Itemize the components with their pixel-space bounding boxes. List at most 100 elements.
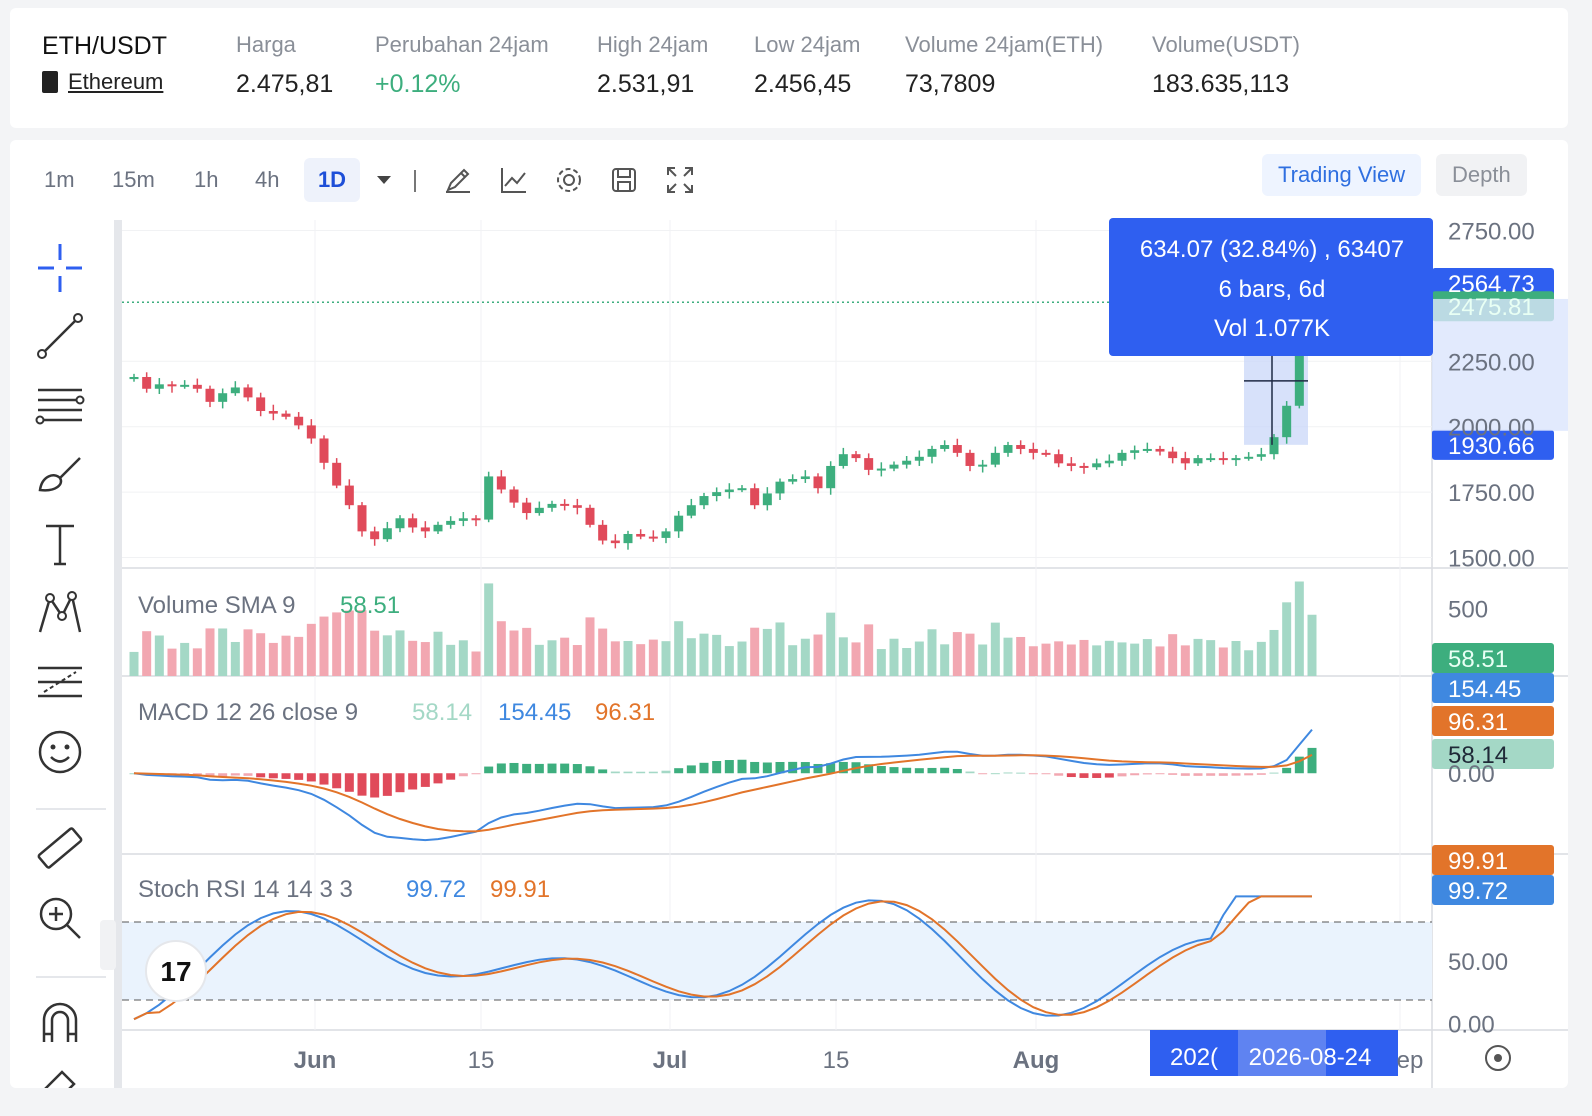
candle-body	[838, 454, 848, 466]
volume-bar	[927, 629, 937, 676]
chevron-down-icon[interactable]	[368, 164, 400, 196]
candle-body	[889, 464, 899, 469]
pattern-icon[interactable]	[32, 586, 88, 642]
volume-bar	[522, 627, 532, 676]
chart-canvas[interactable]: Volume SMA 9 58.51 MACD 12 26 close 9 58…	[10, 140, 1568, 1088]
pencil-icon[interactable]	[442, 164, 474, 196]
stat-volume-eth: Volume 24jam(ETH) 73,7809	[905, 32, 1103, 99]
candle-body	[167, 384, 177, 387]
price-tick-label: 1500.00	[1448, 546, 1535, 573]
volume-bar	[1016, 636, 1026, 676]
volume-bar	[572, 645, 582, 676]
tradingview-logo	[145, 940, 207, 1002]
stat-label: Low 24jam	[754, 32, 861, 57]
macd-histogram-bar	[446, 773, 456, 780]
candle-body	[1256, 454, 1266, 457]
volume-legend-value: 58.51	[340, 592, 400, 619]
candle-body	[1041, 452, 1051, 455]
macd-histogram-bar	[610, 771, 620, 774]
volume-bar	[876, 649, 886, 676]
magnet-icon[interactable]	[32, 996, 88, 1052]
interval-4h[interactable]: 4h	[255, 167, 280, 192]
time-highlight-partial: 202(	[1170, 1044, 1218, 1071]
volume-bar	[433, 631, 443, 676]
candle-body	[661, 531, 671, 538]
interval-1h[interactable]: 1h	[194, 167, 219, 192]
candle-body	[775, 481, 785, 494]
price-tick-label: 1750.00	[1448, 480, 1535, 507]
volume-bar	[129, 651, 139, 676]
macd-histogram-bar	[306, 773, 316, 782]
save-icon[interactable]	[608, 164, 640, 196]
candle-body	[256, 397, 266, 412]
macd-histogram-bar	[1206, 773, 1216, 776]
volume-bar	[471, 651, 481, 676]
brush-icon[interactable]	[32, 446, 88, 502]
stat-label: High 24jam	[597, 32, 709, 57]
interval-15m[interactable]: 15m	[112, 167, 155, 192]
trend-line-icon[interactable]	[32, 308, 88, 364]
candle-body	[1193, 458, 1203, 464]
macd-histogram-bar	[218, 773, 228, 777]
volume-bar	[1028, 646, 1038, 676]
macd-line	[133, 728, 1313, 842]
settings-gear-icon[interactable]	[553, 164, 585, 196]
pair-block: ETH/USDT Ethereum	[42, 32, 167, 95]
volume-bar	[813, 634, 823, 676]
macd-histogram-bar	[509, 762, 519, 774]
macd-histogram-bar	[902, 767, 912, 774]
stat-value: 2.475,81	[236, 70, 334, 98]
macd-histogram-bar	[826, 763, 836, 774]
volume-bar	[1130, 643, 1140, 676]
macd-histogram-bar	[1142, 773, 1152, 775]
stat-value: 2.531,91	[597, 70, 695, 98]
macd-histogram-bar	[1130, 773, 1140, 776]
candle-body	[1244, 456, 1254, 459]
time-axis-label: Jul	[653, 1047, 688, 1074]
stat-volume-usdt: Volume(USDT) 183.635,113	[1152, 32, 1300, 99]
candle-body	[876, 468, 886, 471]
volume-bar	[319, 616, 329, 676]
text-icon[interactable]	[32, 516, 88, 572]
candle-body	[813, 476, 823, 489]
macd-histogram-bar	[978, 773, 988, 775]
emoji-icon[interactable]	[32, 724, 88, 780]
macd-histogram-bar	[1092, 773, 1102, 778]
candle-body	[1142, 448, 1152, 451]
candle-body	[142, 376, 152, 389]
candle-body	[965, 452, 975, 466]
interval-1d[interactable]: 1D	[304, 158, 360, 202]
interval-1m[interactable]: 1m	[44, 167, 75, 192]
volume-tag: 58.51	[1448, 646, 1508, 673]
volume-bar	[990, 622, 1000, 676]
candle-body	[205, 388, 215, 402]
macd-histogram-bar	[623, 771, 633, 774]
candle-body	[712, 492, 722, 497]
ruler-icon[interactable]	[32, 820, 88, 876]
fib-lines-icon[interactable]	[32, 378, 88, 434]
lock-icon[interactable]	[32, 1058, 88, 1088]
depth-button[interactable]: Depth	[1436, 154, 1527, 196]
macd-histogram-bar	[1218, 773, 1228, 776]
macd-histogram-bar	[395, 773, 405, 793]
volume-bar	[1054, 641, 1064, 676]
volume-bar	[167, 648, 177, 676]
trading-view-button[interactable]: Trading View	[1262, 154, 1422, 196]
volume-bar	[661, 641, 671, 676]
volume-bar	[737, 641, 747, 676]
candle-body	[1168, 451, 1178, 459]
zoom-in-icon[interactable]	[32, 890, 88, 946]
candle-body	[496, 476, 506, 490]
coin-name-link[interactable]: Ethereum	[68, 69, 164, 94]
volume-bar	[1117, 642, 1127, 676]
indicator-icon[interactable]	[498, 164, 530, 196]
projection-icon[interactable]	[32, 654, 88, 710]
fullscreen-icon[interactable]	[664, 164, 696, 196]
macd-histogram-bar	[1168, 773, 1178, 775]
tradingview-logo-mark: 17	[160, 956, 191, 987]
crosshair-icon[interactable]	[32, 240, 88, 296]
volume-bar	[826, 612, 836, 676]
macd-histogram-bar	[1016, 772, 1026, 774]
stoch-tag-d: 99.91	[1448, 848, 1508, 875]
chart-panel: 1m 15m 1h 4h 1D Trading View Depth Volum…	[10, 140, 1568, 1088]
